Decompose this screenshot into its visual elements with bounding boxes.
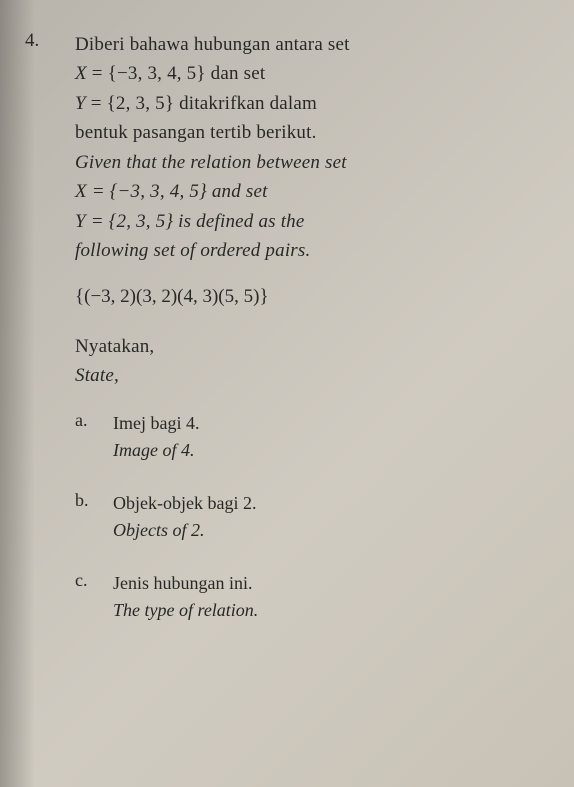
inline-text: is defined as the (178, 211, 304, 232)
page-shadow (0, 0, 35, 787)
sub-content: Imej bagi 4. Image of 4. (113, 410, 534, 464)
sub-english: Objects of 2. (113, 517, 534, 544)
sub-content: Objek-objek bagi 2. Objects of 2. (113, 490, 534, 544)
inline-text: and set (212, 181, 268, 202)
question-number: 4. (25, 30, 39, 52)
text-line-math: X = {−3, 3, 4, 5} dan set (75, 59, 534, 88)
sub-malay: Imej bagi 4. (113, 410, 534, 437)
sub-letter: a. (75, 410, 113, 464)
text-line-italic: following set of ordered pairs. (75, 236, 534, 265)
sub-item: a. Imej bagi 4. Image of 4. (75, 410, 534, 464)
state-malay: Nyatakan, (75, 332, 534, 361)
question-block: 4. Diberi bahawa hubungan antara set X =… (55, 30, 534, 624)
ordered-pairs: {(−3, 2)(3, 2)(4, 3)(5, 5)} (75, 286, 534, 308)
inline-text: ditakrifkan dalam (179, 93, 317, 114)
sub-letter: b. (75, 490, 113, 544)
sub-malay: Objek-objek bagi 2. (113, 490, 534, 517)
text-line-italic: Given that the relation between set (75, 148, 534, 177)
math-var: Y (75, 211, 86, 232)
inline-text: dan set (211, 63, 266, 84)
question-content: Diberi bahawa hubungan antara set X = {−… (75, 30, 534, 624)
sub-item: b. Objek-objek bagi 2. Objects of 2. (75, 490, 534, 544)
state-english: State, (75, 361, 534, 390)
sub-english: Image of 4. (113, 437, 534, 464)
text-line-italic-math: X = {−3, 3, 4, 5} and set (75, 177, 534, 206)
math-var: Y (75, 93, 86, 114)
text-line-math: Y = {2, 3, 5} ditakrifkan dalam (75, 89, 534, 118)
text-line: Diberi bahawa hubungan antara set (75, 30, 534, 59)
sub-letter: c. (75, 570, 113, 624)
state-block: Nyatakan, State, (75, 332, 534, 391)
math-var: X (75, 181, 87, 202)
text-line-italic-math: Y = {2, 3, 5} is defined as the (75, 207, 534, 236)
sub-english: The type of relation. (113, 597, 534, 624)
math-var: X (75, 63, 87, 84)
sub-malay: Jenis hubungan ini. (113, 570, 534, 597)
sub-item: c. Jenis hubungan ini. The type of relat… (75, 570, 534, 624)
text-line: bentuk pasangan tertib berikut. (75, 118, 534, 147)
sub-content: Jenis hubungan ini. The type of relation… (113, 570, 534, 624)
